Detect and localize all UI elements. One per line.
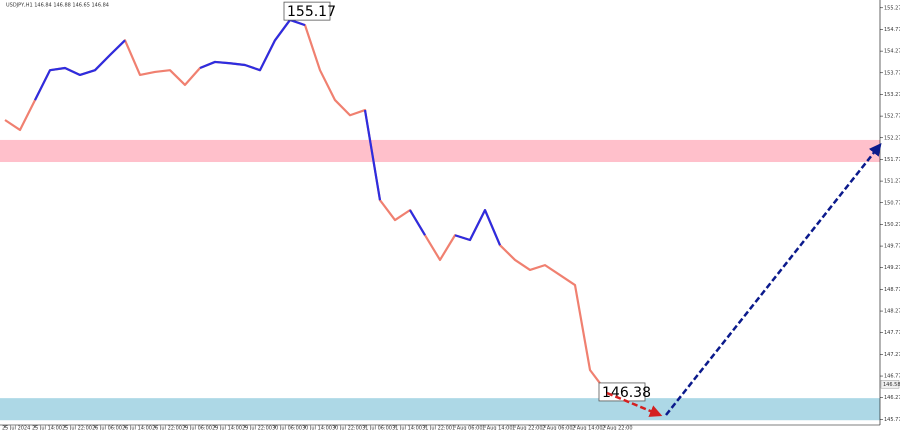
y-tick-label: 145.77 [884,417,900,423]
price-marker-label: 146.58 [883,382,900,388]
x-tick-label: 31 Jul 14:00 [392,426,422,430]
zone [0,139,880,163]
chart-header: USDJPY,H1 146.84 146.88 146.65 146.84 [6,3,109,9]
annotation-label: 155.17 [287,4,336,20]
annotation-label: 146.38 [602,385,651,401]
axis: 145.77 146.27 146.77 147.27 147.77 148.27 148.… [2,5,900,430]
y-tick-label: 147.27 [884,352,900,358]
x-tick-label: 31 Jul 22:00 [422,426,452,430]
price-annotation: 146.38 [598,382,651,402]
y-tick-label: 154.27 [884,49,900,55]
x-tick-label: 26 Jul 06:00 [92,426,122,430]
y-tick-label: 150.77 [884,200,900,206]
forecast-arrow-down [606,391,663,417]
annotation-box [283,1,331,21]
x-tick-label: 29 Jul 14:00 [212,426,242,430]
x-tick-label: 1 Aug 06:00 [452,426,483,430]
x-tick-label: 30 Jul 22:00 [332,426,362,430]
x-tick-label: 30 Jul 14:00 [302,426,332,430]
y-tick-label: 149.27 [884,265,900,271]
forecast-arrow-up [665,143,882,416]
y-tick-label: 152.77 [884,114,900,120]
y-tick-label: 146.27 [884,395,900,401]
y-tick-label: 152.27 [884,135,900,141]
zone [0,398,880,421]
y-tick-label: 154.77 [884,27,900,33]
annotation-box [598,382,646,402]
y-tick-label: 150.27 [884,222,900,228]
x-tick-label: 29 Jul 06:00 [182,426,212,430]
plot: 155.17 146.38 [4,1,651,402]
x-tick-label: 1 Aug 22:00 [512,426,543,430]
x-tick-label: 26 Jul 14:00 [122,426,152,430]
y-tick-label: 148.27 [884,309,900,315]
y-tick-label: 153.27 [884,92,900,98]
x-tick-label: 25 Jul 2024 [2,426,30,430]
y-tick-label: 147.77 [884,330,900,336]
x-tick-label: 2 Aug 22:00 [602,426,633,430]
y-tick-label: 148.77 [884,287,900,293]
x-tick-label: 25 Jul 22:00 [62,426,92,430]
x-tick-label: 26 Jul 22:00 [152,426,182,430]
y-tick-label: 153.77 [884,70,900,76]
x-tick-label: 2 Aug 06:00 [542,426,573,430]
x-tick-label: 29 Jul 22:00 [242,426,272,430]
y-tick-label: 146.77 [884,374,900,380]
x-tick-label: 2 Aug 14:00 [572,426,603,430]
price-annotation: 155.17 [283,1,336,21]
x-tick-label: 1 Aug 14:00 [482,426,513,430]
price-marker [880,380,900,389]
x-tick-label: 25 Jul 14:00 [32,426,62,430]
price-line [34,18,502,246]
x-tick-label: 30 Jul 06:00 [272,426,302,430]
y-tick-label: 149.77 [884,244,900,250]
y-tick-label: 155.27 [884,5,900,11]
y-tick-label: 151.27 [884,179,900,185]
y-tick-label: 151.77 [884,157,900,163]
x-tick-label: 31 Jul 06:00 [362,426,392,430]
